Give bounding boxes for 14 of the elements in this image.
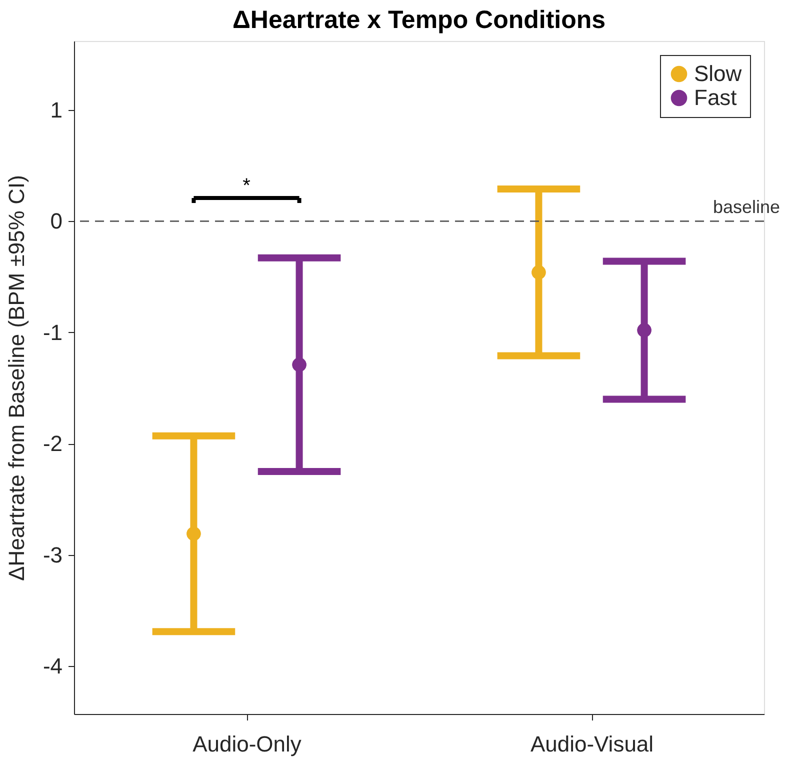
x-tick-label: Audio-Visual (530, 732, 654, 756)
y-tick-label: -4 (42, 654, 62, 679)
chart-title: ΔHeartrate x Tempo Conditions (232, 6, 606, 34)
annotation: * (242, 175, 251, 197)
y-tick-label: 0 (50, 208, 62, 234)
x-tick-label: Audio-Only (192, 732, 302, 756)
y-tick-label: 1 (50, 97, 62, 122)
y-tick-label: -2 (42, 431, 62, 456)
y-tick-label: -3 (42, 542, 62, 568)
legend-label: Fast (694, 85, 737, 110)
legend-label: Slow (694, 61, 742, 86)
y-axis-title: ΔHeartrate from Baseline (BPM ±95% CI) (4, 175, 29, 581)
y-tick-label: -1 (42, 320, 62, 345)
ref-line-label: baseline (712, 197, 780, 218)
